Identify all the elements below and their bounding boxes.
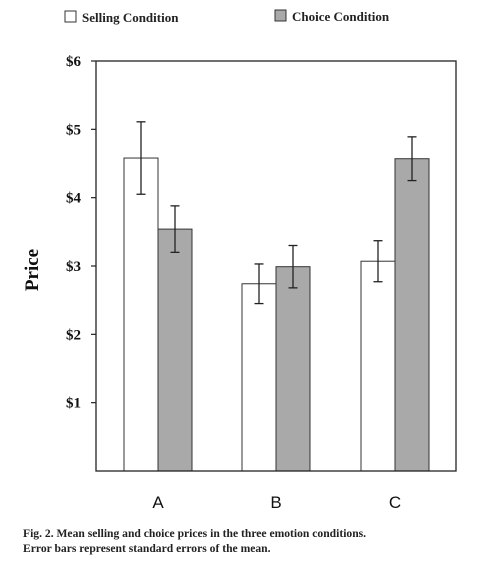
bar-selling-A — [123, 157, 159, 472]
y-tick-label: $5 — [66, 122, 81, 138]
plot-frame — [95, 60, 457, 472]
y-tick-label: $4 — [66, 191, 82, 207]
bar-choice-B — [275, 266, 311, 472]
y-axis-label: Price — [22, 249, 43, 291]
caption-line-2: Error bars represent standard errors of … — [23, 542, 271, 555]
error-bar-selling-A — [136, 121, 146, 195]
legend-swatch-choice — [274, 9, 287, 22]
bar-choice-C — [394, 158, 430, 472]
error-bar-selling-C — [373, 240, 383, 283]
bars — [123, 157, 430, 472]
caption-line-1: Fig. 2. Mean selling and choice prices i… — [23, 527, 366, 540]
legend-label-choice: Choice Condition — [292, 9, 390, 24]
bar-selling-B — [241, 283, 277, 472]
legend-swatch-selling — [64, 10, 77, 23]
legend: Selling Condition Choice Condition — [64, 9, 390, 25]
error-bar-choice-B — [288, 244, 298, 289]
y-axis-ticks: $1 $2 $3 $4 $5 $6 — [66, 54, 96, 412]
error-bar-choice-C — [407, 136, 417, 182]
x-tick-label: C — [389, 493, 401, 512]
legend-label-selling: Selling Condition — [82, 10, 179, 25]
y-tick-label: $2 — [66, 327, 81, 343]
y-tick-label: $3 — [66, 259, 81, 275]
x-tick-label: A — [152, 493, 164, 512]
error-bars — [136, 121, 417, 305]
y-tick-label: $1 — [66, 396, 81, 412]
error-bar-choice-A — [170, 205, 180, 253]
bar-selling-C — [360, 260, 396, 472]
x-axis-ticks: A B C — [152, 493, 401, 512]
y-tick-label: $6 — [66, 54, 82, 70]
error-bar-selling-B — [254, 263, 264, 305]
x-tick-label: B — [270, 493, 281, 512]
bar-choice-A — [157, 228, 193, 472]
